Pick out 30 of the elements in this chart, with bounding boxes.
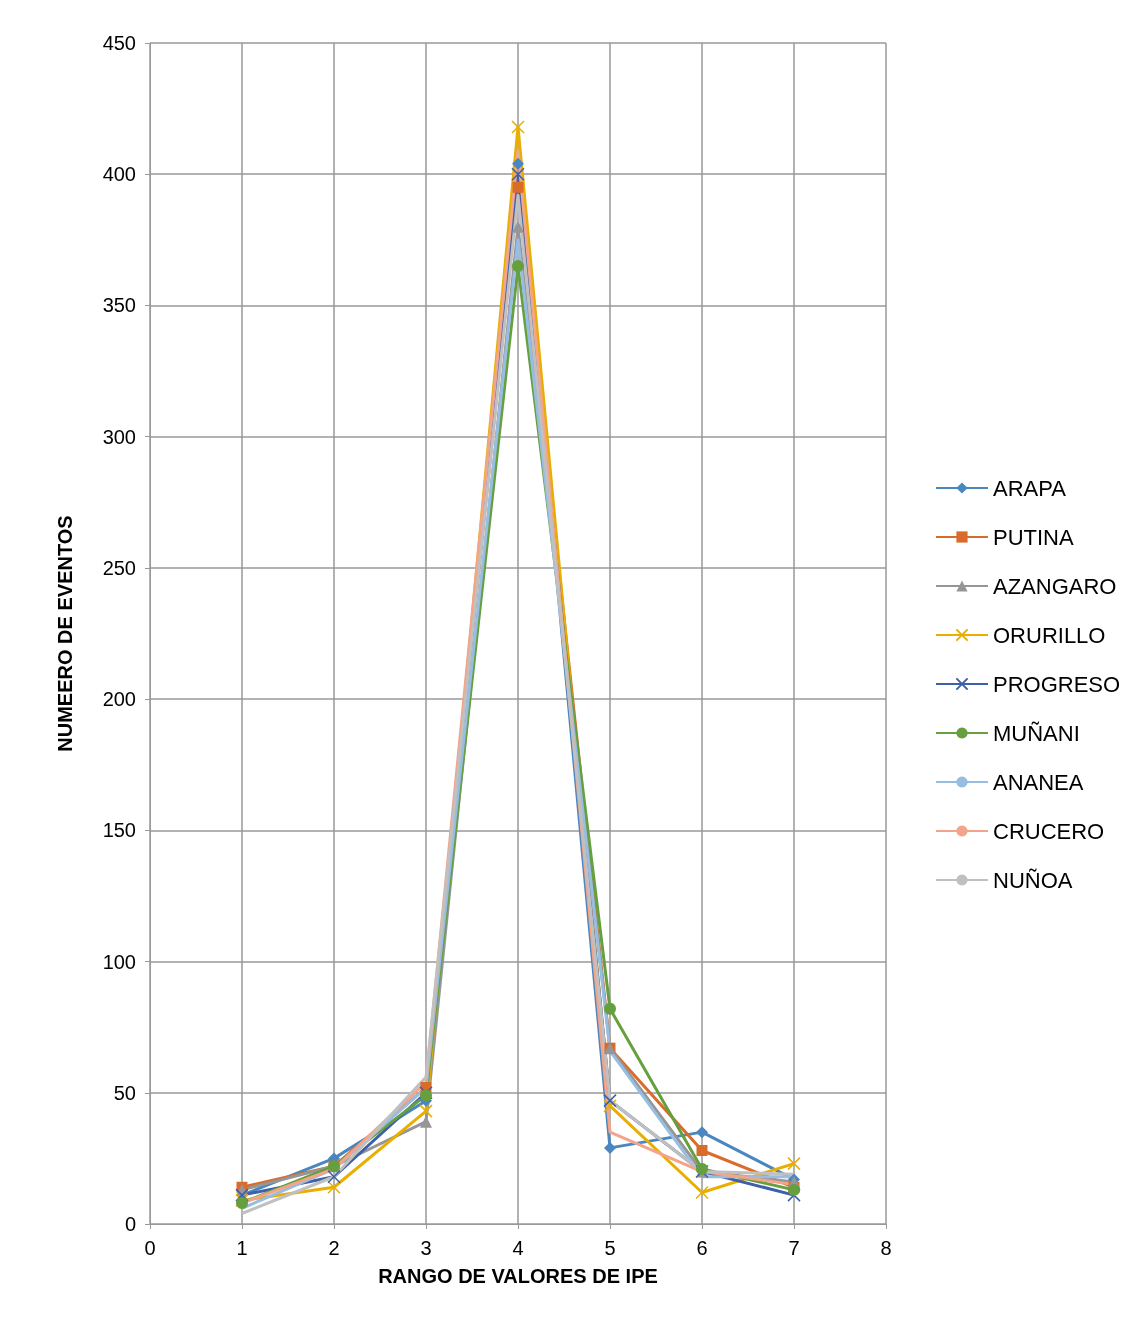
legend-label: PUTINA [993,524,1074,550]
y-tick-label: 350 [102,294,136,317]
y-axis-title: NUMEERO DE EVENTOS [54,515,76,752]
y-tick-label: 100 [102,950,136,973]
x-tick-label: 2 [328,1237,340,1259]
x-tick-label: 0 [144,1237,156,1259]
legend-label: PROGRESO [993,671,1121,697]
y-tick-label: 0 [124,1213,136,1235]
legend-label: ORURILLO [993,622,1106,648]
y-tick-label: 50 [113,1081,136,1104]
x-tick-label: 5 [604,1237,616,1259]
x-axis-title: RANGO DE VALORES DE IPE [378,1265,658,1287]
x-tick-label: 6 [696,1237,708,1259]
legend-label: CRUCERO [993,818,1105,844]
x-tick-label: 7 [788,1237,800,1259]
y-tick-label: 300 [102,425,136,448]
x-tick-label: 4 [512,1237,524,1259]
legend-label: NUÑOA [993,867,1073,893]
legend-label: MUÑANI [993,720,1080,746]
legend-label: ANANEA [993,769,1084,795]
y-tick-label: 200 [102,688,136,711]
y-tick-label: 400 [102,163,136,186]
x-tick-label: 3 [420,1237,432,1259]
y-tick-label: 250 [102,556,136,579]
x-tick-label: 1 [236,1237,248,1259]
x-tick-label: 8 [880,1237,892,1259]
y-tick-label: 150 [102,819,136,842]
legend-label: AZANGARO [993,573,1117,599]
legend-label: ARAPA [993,475,1067,501]
y-tick-label: 450 [102,32,136,54]
